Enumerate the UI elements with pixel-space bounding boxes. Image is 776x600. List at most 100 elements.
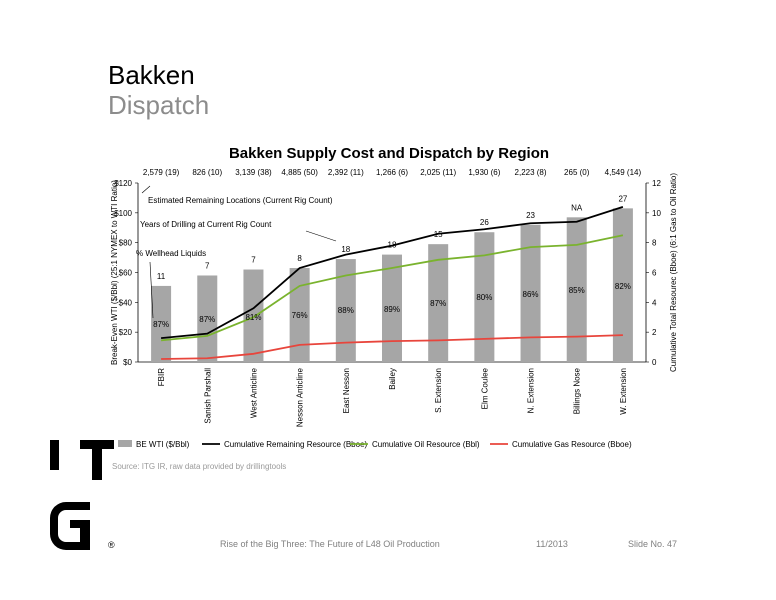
bar-be-wti [474, 232, 495, 362]
remaining-locations-label: 826 (10) [192, 168, 222, 177]
remaining-locations-label: 265 (0) [564, 168, 590, 177]
annotation-liquids: % Wellhead Liquids [136, 249, 206, 258]
bar-be-wti [428, 244, 449, 362]
series-lines [161, 206, 624, 360]
left-tick-label: $0 [123, 358, 132, 367]
left-tick-label: $20 [119, 328, 133, 337]
legend-label: Cumulative Remaining Resource (Bboe) [224, 440, 368, 449]
right-tick-label: 2 [652, 328, 657, 337]
liquids-pct-label: 89% [384, 305, 400, 314]
slide-subtitle: Dispatch [108, 90, 210, 120]
years-label: 23 [526, 211, 535, 220]
category-label: W. Extension [619, 368, 628, 415]
right-tick-label: 8 [652, 239, 657, 248]
chart-title: Bakken Supply Cost and Dispatch by Regio… [229, 145, 549, 162]
bar-be-wti [289, 268, 310, 362]
liquids-pct-label: 81% [245, 313, 261, 322]
liquids-pct-label: 87% [430, 299, 446, 308]
left-tick-label: $60 [119, 269, 133, 278]
bars [151, 208, 633, 362]
annotation-locations: Estimated Remaining Locations (Current R… [148, 196, 333, 205]
left-tick-label: $120 [114, 179, 132, 188]
source-note: Source: ITG IR, raw data provided by dri… [112, 462, 287, 471]
line-cumulative-oil [161, 234, 624, 342]
years-label: 15 [434, 230, 443, 239]
right-tick-label: 12 [652, 179, 661, 188]
years-label: 27 [618, 194, 627, 203]
liquids-pct-label: 86% [523, 290, 539, 299]
category-label: N. Extension [527, 368, 536, 413]
bar-labels: 11 7 7 8 18 18 15 26 23 NA 27 87% 87% 81% 76% 88% 89% 87%… [153, 194, 631, 329]
bar-be-wti [151, 285, 172, 362]
footer-date: 11/2013 [536, 539, 568, 549]
years-label: 11 [157, 272, 166, 281]
locations-row: 2,579 (19) 826 (10) 3,139 (38) 4,885 (50) 2,… [143, 168, 642, 177]
right-tick-label: 4 [652, 298, 657, 307]
slide-title: Bakken [108, 60, 195, 90]
bar-be-wti [197, 275, 218, 362]
bar-be-wti [566, 217, 587, 362]
footer-slide-number: Slide No. 47 [628, 539, 678, 549]
annotation-locations-arrow [141, 185, 151, 194]
remaining-locations-label: 2,025 (11) [420, 168, 456, 177]
category-label: Sanish Parshall [203, 368, 212, 424]
liquids-pct-label: 88% [338, 306, 354, 315]
years-label: 18 [341, 245, 350, 254]
left-tick-label: $80 [119, 239, 133, 248]
left-tick-label: $100 [114, 209, 132, 218]
remaining-locations-label: 3,139 (38) [235, 168, 272, 177]
y-axis-title: Break-Even WTI ($/Bbl) (25:1 NYMEX to WT… [110, 180, 119, 365]
liquids-pct-label: 85% [569, 286, 585, 295]
annotation-liquids-arrow [149, 261, 154, 319]
years-label: 8 [297, 254, 302, 263]
remaining-locations-label: 1,930 (6) [468, 168, 500, 177]
remaining-locations-label: 4,885 (50) [281, 168, 318, 177]
bar-be-wti [520, 224, 541, 362]
remaining-locations-label: 2,392 (11) [328, 168, 364, 177]
bar-be-wti [335, 259, 356, 362]
legend-swatch-bar [118, 440, 132, 447]
category-label: FBIR [157, 368, 166, 386]
years-label: 18 [388, 241, 397, 250]
remaining-locations-label: 2,579 (19) [143, 168, 180, 177]
itg-logo: ® [50, 440, 115, 550]
annotation-years: Years of Drilling at Current Rig Count [140, 220, 272, 229]
liquids-pct-label: 76% [292, 311, 308, 320]
category-label: Billings Nose [573, 367, 582, 414]
footer-title: Rise of the Big Three: The Future of L48… [220, 539, 440, 549]
bar-be-wti [612, 208, 633, 362]
bar-be-wti [243, 269, 264, 362]
legend: BE WTI ($/Bbl) Cumulative Remaining Resou… [118, 440, 632, 449]
liquids-pct-label: 87% [199, 315, 215, 324]
category-label: Nesson Anticline [296, 367, 305, 427]
left-tick-label: $40 [119, 298, 133, 307]
right-tick-label: 10 [652, 209, 661, 218]
liquids-pct-label: 82% [615, 282, 631, 291]
liquids-pct-label: 80% [476, 293, 492, 302]
annotations: Estimated Remaining Locations (Current R… [136, 185, 337, 319]
years-label: 7 [251, 256, 256, 265]
remaining-locations-label: 4,549 (14) [605, 168, 642, 177]
liquids-pct-label: 87% [153, 320, 169, 329]
category-label: Bailey [388, 368, 397, 390]
years-label: NA [571, 203, 583, 212]
legend-label: Cumulative Oil Resource (Bbl) [372, 440, 480, 449]
right-tick-label: 6 [652, 269, 657, 278]
line-cumulative-remaining [161, 206, 624, 340]
annotation-years-arrow [305, 230, 337, 242]
category-label: West Anticline [249, 367, 258, 418]
category-label: Elm Coulee [480, 367, 489, 409]
bar-be-wti [382, 254, 402, 362]
years-label: 26 [480, 218, 489, 227]
y2-axis-title: Cumulative Total Resourec (Bboe) (6:1 Ga… [669, 173, 678, 372]
line-cumulative-gas [161, 334, 623, 360]
category-label: S. Extension [434, 368, 443, 413]
years-label: 7 [205, 261, 210, 270]
remaining-locations-label: 1,266 (6) [376, 168, 408, 177]
right-tick-label: 0 [652, 358, 657, 367]
category-label: East Nesson [342, 368, 351, 413]
legend-label: BE WTI ($/Bbl) [136, 440, 190, 449]
svg-text:®: ® [108, 540, 115, 550]
legend-label: Cumulative Gas Resource (Bboe) [512, 440, 632, 449]
